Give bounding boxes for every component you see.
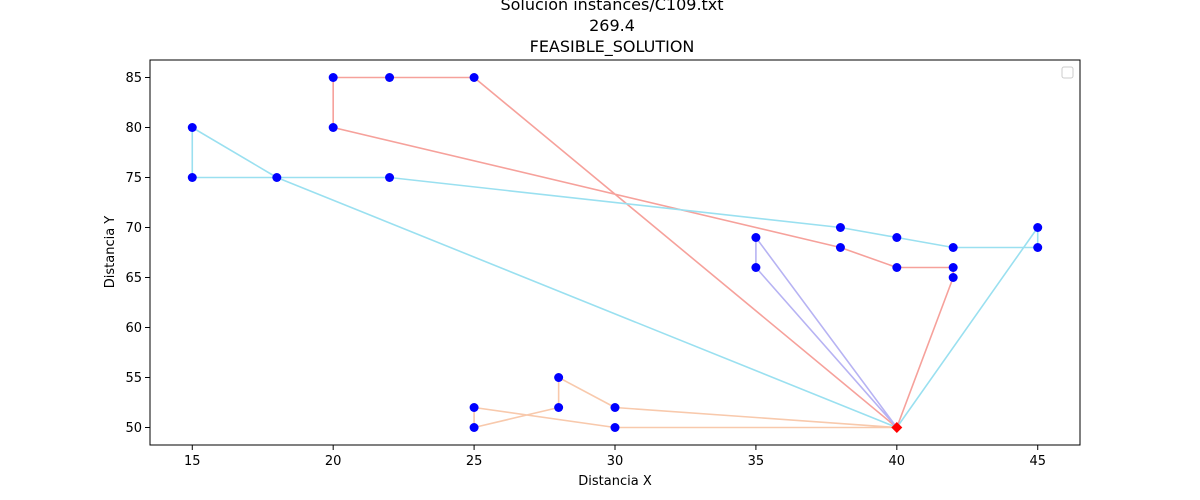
customer-point: [469, 403, 479, 412]
y-tick-label: 75: [125, 171, 142, 186]
x-tick-label: 30: [607, 454, 624, 469]
x-axis-label: Distancia X: [578, 474, 652, 489]
x-tick-label: 45: [1029, 454, 1046, 469]
customer-point: [187, 123, 197, 132]
route-line-3: [755, 236, 898, 429]
route-line-4: [473, 376, 897, 429]
customer-point: [554, 373, 564, 382]
customer-point: [751, 263, 761, 272]
customer-point: [1033, 223, 1043, 232]
x-ticks: 15 20 25 30 35 40 45: [184, 445, 1046, 469]
x-tick-label: 35: [748, 454, 765, 469]
customer-point: [835, 223, 845, 232]
customer-point: [272, 173, 282, 182]
customer-point: [892, 233, 902, 242]
customer-point: [948, 243, 958, 252]
customer-point: [892, 263, 902, 272]
customer-point: [751, 233, 761, 242]
route-line-1: [332, 76, 954, 429]
chart-title-line-2: 269.4: [589, 16, 635, 35]
x-tick-label: 40: [889, 454, 906, 469]
x-tick-label: 25: [466, 454, 483, 469]
chart-title-line-1: Solución instances/C109.txt: [500, 0, 723, 14]
route-line-2: [191, 126, 1039, 429]
y-tick-label: 50: [125, 421, 142, 436]
customer-point: [187, 173, 197, 182]
customer-point: [385, 73, 395, 82]
y-ticks: 50 55 60 65 70 75 80 85: [125, 71, 150, 436]
customer-point: [835, 243, 845, 252]
customer-point: [328, 123, 338, 132]
points-layer: [187, 73, 1043, 433]
y-tick-label: 80: [125, 121, 142, 136]
customer-point: [948, 263, 958, 272]
customer-point: [469, 423, 479, 432]
y-tick-label: 85: [125, 71, 142, 86]
plot-frame: [149, 59, 1081, 446]
y-tick-label: 60: [125, 321, 142, 336]
x-tick-label: 20: [325, 454, 342, 469]
chart-title-line-3: FEASIBLE_SOLUTION: [530, 37, 695, 57]
y-tick-label: 55: [125, 371, 142, 386]
customer-point: [610, 403, 620, 412]
customer-point: [948, 273, 958, 282]
customer-point: [554, 403, 564, 412]
legend-box: [1061, 66, 1074, 79]
customer-point: [328, 73, 338, 82]
customer-point: [1033, 243, 1043, 252]
routes-layer: [191, 76, 1039, 429]
y-tick-label: 70: [125, 221, 142, 236]
depot-marker: [891, 422, 903, 433]
customer-point: [469, 73, 479, 82]
customer-point: [610, 423, 620, 432]
y-tick-label: 65: [125, 271, 142, 286]
customer-point: [385, 173, 395, 182]
x-tick-label: 15: [184, 454, 201, 469]
y-axis-label: Distancia Y: [103, 216, 118, 289]
